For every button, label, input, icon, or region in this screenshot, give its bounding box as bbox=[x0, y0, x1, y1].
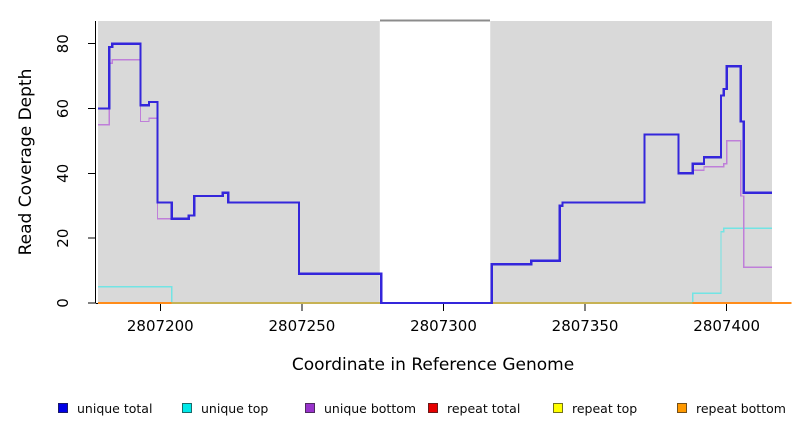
y-tick-label: 60 bbox=[54, 99, 72, 118]
legend-item-repeat-top: repeat top bbox=[553, 400, 637, 416]
x-axis-title: Coordinate in Reference Genome bbox=[291, 355, 575, 375]
legend-label: repeat total bbox=[447, 400, 521, 416]
coverage-gap-band bbox=[379, 21, 491, 303]
legend-label: repeat bottom bbox=[696, 400, 786, 416]
plot-area-svg: 2807200 2807250 2807300 2807350 2807400 0 20 40… bbox=[54, 19, 792, 335]
series-line-unique-total bbox=[98, 42, 772, 305]
legend-item-unique-top: unique top bbox=[182, 400, 268, 416]
legend-swatch-repeat-top bbox=[553, 403, 563, 413]
x-tick-label: 2807250 bbox=[268, 317, 335, 335]
y-tick-label: 0 bbox=[54, 298, 72, 308]
x-tick-label: 2807350 bbox=[552, 317, 619, 335]
x-tick-label: 2807200 bbox=[127, 317, 194, 335]
legend-swatch-unique-top bbox=[182, 403, 192, 413]
series-line-unique-top bbox=[98, 227, 772, 304]
y-tick-label: 40 bbox=[54, 164, 72, 183]
legend-item-unique-bottom: unique bottom bbox=[305, 400, 416, 416]
legend-item-repeat-bottom: repeat bottom bbox=[677, 400, 786, 416]
legend-label: repeat top bbox=[572, 400, 638, 416]
legend-swatch-unique-total bbox=[58, 403, 68, 413]
y-axis-title: Read Coverage Depth bbox=[16, 68, 36, 256]
y-tick-label: 80 bbox=[54, 34, 72, 53]
x-tick-label: 2807300 bbox=[410, 317, 477, 335]
x-tick-label: 2807400 bbox=[693, 317, 760, 335]
legend-item-repeat-total: repeat total bbox=[428, 400, 520, 416]
y-tick-label: 20 bbox=[54, 229, 72, 248]
legend-swatch-repeat-total bbox=[428, 403, 438, 413]
legend-item-unique-total: unique total bbox=[58, 400, 152, 416]
legend-label: unique total bbox=[77, 400, 153, 416]
legend-swatch-repeat-bottom bbox=[677, 403, 687, 413]
legend-label: unique top bbox=[201, 400, 269, 416]
legend-label: unique bottom bbox=[324, 400, 417, 416]
legend-swatch-unique-bottom bbox=[305, 403, 315, 413]
